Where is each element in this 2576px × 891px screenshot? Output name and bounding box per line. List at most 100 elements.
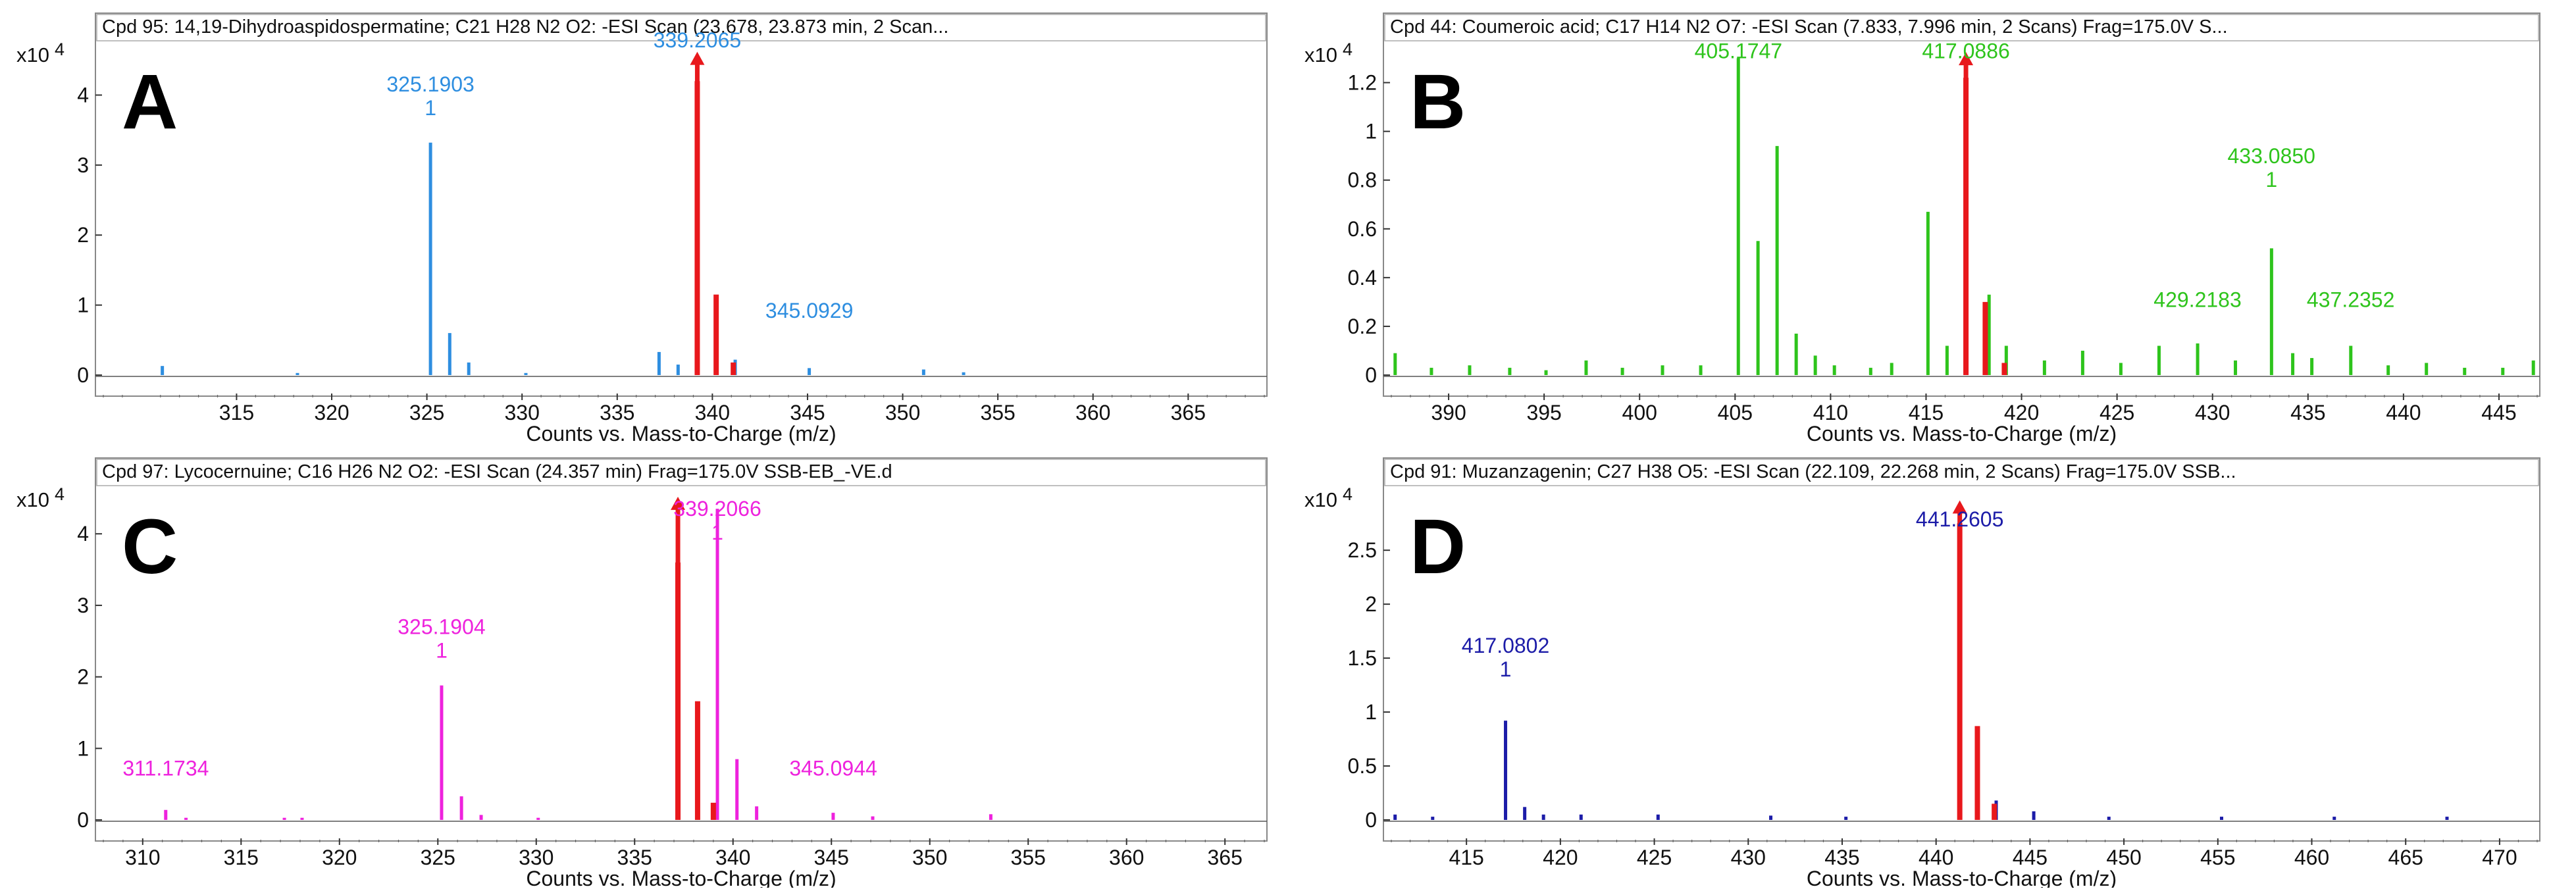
y-tick-label: 1: [1365, 700, 1377, 724]
x-tick-label: 400: [1622, 401, 1657, 424]
peak-annotation: 429.2183: [2153, 288, 2241, 311]
y-tick-label: 2.5: [1348, 538, 1377, 562]
peak-annotation: 339.2065: [654, 28, 741, 52]
peak-annotation-charge: 1: [1500, 657, 1512, 681]
x-tick-label: 330: [505, 401, 540, 424]
x-tick-label: 445: [2481, 401, 2516, 424]
x-tick-label: 340: [695, 401, 730, 424]
x-tick-label: 325: [421, 846, 455, 869]
panel-frame: [95, 13, 1268, 397]
precursor-arrow-icon: [1959, 52, 1974, 66]
title-bar: [1384, 14, 2539, 41]
scale-label: x10 4: [16, 484, 64, 511]
panel-C: Cpd 97: Lycocernuine; C16 H26 N2 O2: -ES…: [16, 457, 1268, 890]
y-tick-label: 1: [1365, 120, 1377, 143]
peak-annotation-charge: 1: [425, 96, 436, 120]
x-tick-label: 335: [617, 846, 652, 869]
x-tick-label: 415: [1909, 401, 1944, 424]
x-tick-label: 390: [1431, 401, 1466, 424]
y-tick-label: 0: [1365, 808, 1377, 832]
peak-annotation: 405.1747: [1695, 39, 1782, 63]
x-tick-label: 435: [2290, 401, 2325, 424]
panel-D: Cpd 91: Muzanzagenin; C27 H38 O5: -ESI S…: [1304, 457, 2540, 890]
x-tick-label: 465: [2388, 846, 2423, 869]
peak-annotation-charge: 1: [711, 521, 723, 544]
x-tick-label: 395: [1526, 401, 1561, 424]
x-tick-label: 365: [1208, 846, 1243, 869]
y-tick-label: 1.5: [1348, 646, 1377, 670]
title-bar: [96, 14, 1266, 41]
panel-letter: D: [1410, 503, 1466, 590]
peak-annotation: 345.0944: [789, 757, 877, 780]
peak-annotation: 339.2066: [673, 497, 761, 521]
precursor-arrow-icon: [1952, 500, 1967, 514]
panel-A: Cpd 95: 14,19-Dihydroaspidospermatine; C…: [16, 13, 1268, 445]
panel-letter: A: [122, 59, 178, 145]
x-tick-label: 320: [322, 846, 357, 869]
y-tick-label: 0.4: [1348, 266, 1377, 290]
y-tick-label: 3: [77, 153, 89, 177]
peak-annotation: 417.0802: [1462, 634, 1549, 657]
y-tick-label: 4: [77, 522, 89, 546]
x-tick-label: 450: [2106, 846, 2141, 869]
peak-annotation: 417.0886: [1922, 39, 2009, 63]
y-tick-label: 1: [77, 736, 89, 760]
x-axis-label: Counts vs. Mass-to-Charge (m/z): [1807, 867, 2117, 888]
x-tick-label: 425: [1637, 846, 1672, 869]
x-tick-label: 355: [1011, 846, 1046, 869]
x-tick-label: 360: [1075, 401, 1110, 424]
peak-annotation-charge: 1: [2265, 168, 2277, 191]
x-tick-label: 330: [519, 846, 554, 869]
panel-title: Cpd 91: Muzanzagenin; C27 H38 O5: -ESI S…: [1390, 461, 2236, 482]
y-tick-label: 2: [77, 223, 89, 247]
y-tick-label: 0.6: [1348, 217, 1377, 241]
x-tick-label: 345: [790, 401, 825, 424]
peak-annotation: 437.2352: [2307, 288, 2394, 311]
x-tick-label: 325: [409, 401, 444, 424]
precursor-arrow-icon: [671, 496, 686, 510]
x-tick-label: 470: [2482, 846, 2517, 869]
peak-annotation: 325.1904: [398, 615, 485, 638]
panel-frame: [1383, 13, 2540, 397]
x-tick-label: 440: [2386, 401, 2421, 424]
x-tick-label: 310: [125, 846, 160, 869]
x-tick-label: 420: [2004, 401, 2039, 424]
precursor-arrow-icon: [690, 51, 705, 65]
x-tick-label: 445: [2013, 846, 2048, 869]
x-tick-label: 355: [980, 401, 1015, 424]
x-tick-label: 365: [1171, 401, 1206, 424]
peak-annotation: 345.0929: [765, 299, 853, 322]
x-tick-label: 345: [814, 846, 849, 869]
y-tick-label: 0.5: [1348, 754, 1377, 778]
x-tick-label: 460: [2294, 846, 2329, 869]
panel-title: Cpd 95: 14,19-Dihydroaspidospermatine; C…: [102, 16, 948, 38]
x-tick-label: 315: [219, 401, 254, 424]
x-tick-label: 440: [1919, 846, 1953, 869]
panel-letter: B: [1410, 59, 1466, 145]
x-tick-label: 315: [224, 846, 259, 869]
y-tick-label: 2: [77, 665, 89, 689]
panel-frame: [95, 457, 1268, 842]
y-tick-label: 0: [77, 363, 89, 387]
panel-letter: C: [122, 503, 178, 590]
peak-annotation-charge: 1: [436, 638, 448, 662]
x-tick-label: 455: [2200, 846, 2235, 869]
x-axis-label: Counts vs. Mass-to-Charge (m/z): [526, 422, 836, 445]
peak-annotation: 433.0850: [2227, 144, 2315, 168]
y-tick-label: 2: [1365, 592, 1377, 616]
x-tick-label: 415: [1449, 846, 1483, 869]
panel-title: Cpd 44: Coumeroic acid; C17 H14 N2 O7: -…: [1390, 16, 2228, 38]
x-tick-label: 320: [314, 401, 349, 424]
x-tick-label: 420: [1543, 846, 1578, 869]
panel-title: Cpd 97: Lycocernuine; C16 H26 N2 O2: -ES…: [102, 461, 892, 482]
x-tick-label: 350: [912, 846, 947, 869]
peak-annotation: 441.2605: [1916, 507, 2003, 531]
y-tick-label: 0.2: [1348, 315, 1377, 338]
x-tick-label: 360: [1109, 846, 1144, 869]
x-axis-label: Counts vs. Mass-to-Charge (m/z): [1807, 422, 2117, 445]
scale-label: x10 4: [1304, 39, 1352, 66]
panel-B: Cpd 44: Coumeroic acid; C17 H14 N2 O7: -…: [1304, 13, 2540, 445]
x-tick-label: 430: [2195, 401, 2230, 424]
